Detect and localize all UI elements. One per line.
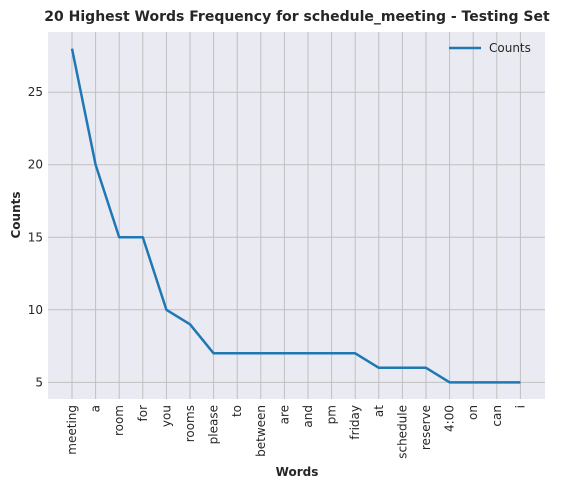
x-tick-label: can: [490, 405, 504, 427]
x-tick-label: rooms: [183, 405, 197, 442]
x-tick-label: are: [277, 405, 291, 424]
series-line-counts: [70, 48, 521, 384]
x-tick-label: i: [513, 405, 527, 408]
x-tick-label: friday: [348, 405, 362, 440]
y-axis-label: Counts: [9, 191, 23, 238]
legend: Counts: [449, 41, 531, 55]
legend-label-counts: Counts: [489, 41, 531, 55]
x-tick-label: for: [136, 405, 150, 422]
y-tick-labels: 5 10 15 20 25: [28, 85, 43, 389]
x-tick-label: at: [372, 405, 386, 417]
x-tick-label: meeting: [65, 405, 79, 455]
x-tick-label: a: [89, 405, 103, 412]
y-tick-label: 15: [28, 230, 43, 244]
series-layer: [70, 48, 521, 384]
y-tick-label: 20: [28, 158, 43, 172]
chart-title: 20 Highest Words Frequency for schedule_…: [44, 9, 550, 25]
x-tick-label: please: [207, 405, 221, 444]
x-tick-label: to: [230, 405, 244, 417]
x-tick-label: pm: [325, 405, 339, 424]
y-tick-label: 25: [28, 85, 43, 99]
x-tick-label: room: [112, 405, 126, 436]
x-tick-label: on: [466, 405, 480, 420]
plot-background: [48, 32, 545, 399]
y-tick-label: 5: [35, 375, 43, 389]
x-tick-label: you: [159, 405, 173, 427]
x-tick-label: schedule: [395, 405, 409, 459]
x-tick-label: and: [301, 405, 315, 428]
x-tick-labels: meeting a room for you rooms please to between ar…: [65, 405, 527, 459]
x-axis-label: Words: [276, 465, 319, 479]
x-tick-label: reserve: [419, 405, 433, 450]
y-tick-label: 10: [28, 303, 43, 317]
grid: [48, 32, 545, 399]
x-tick-label: between: [254, 405, 268, 457]
x-tick-label: 4:00: [443, 405, 457, 432]
